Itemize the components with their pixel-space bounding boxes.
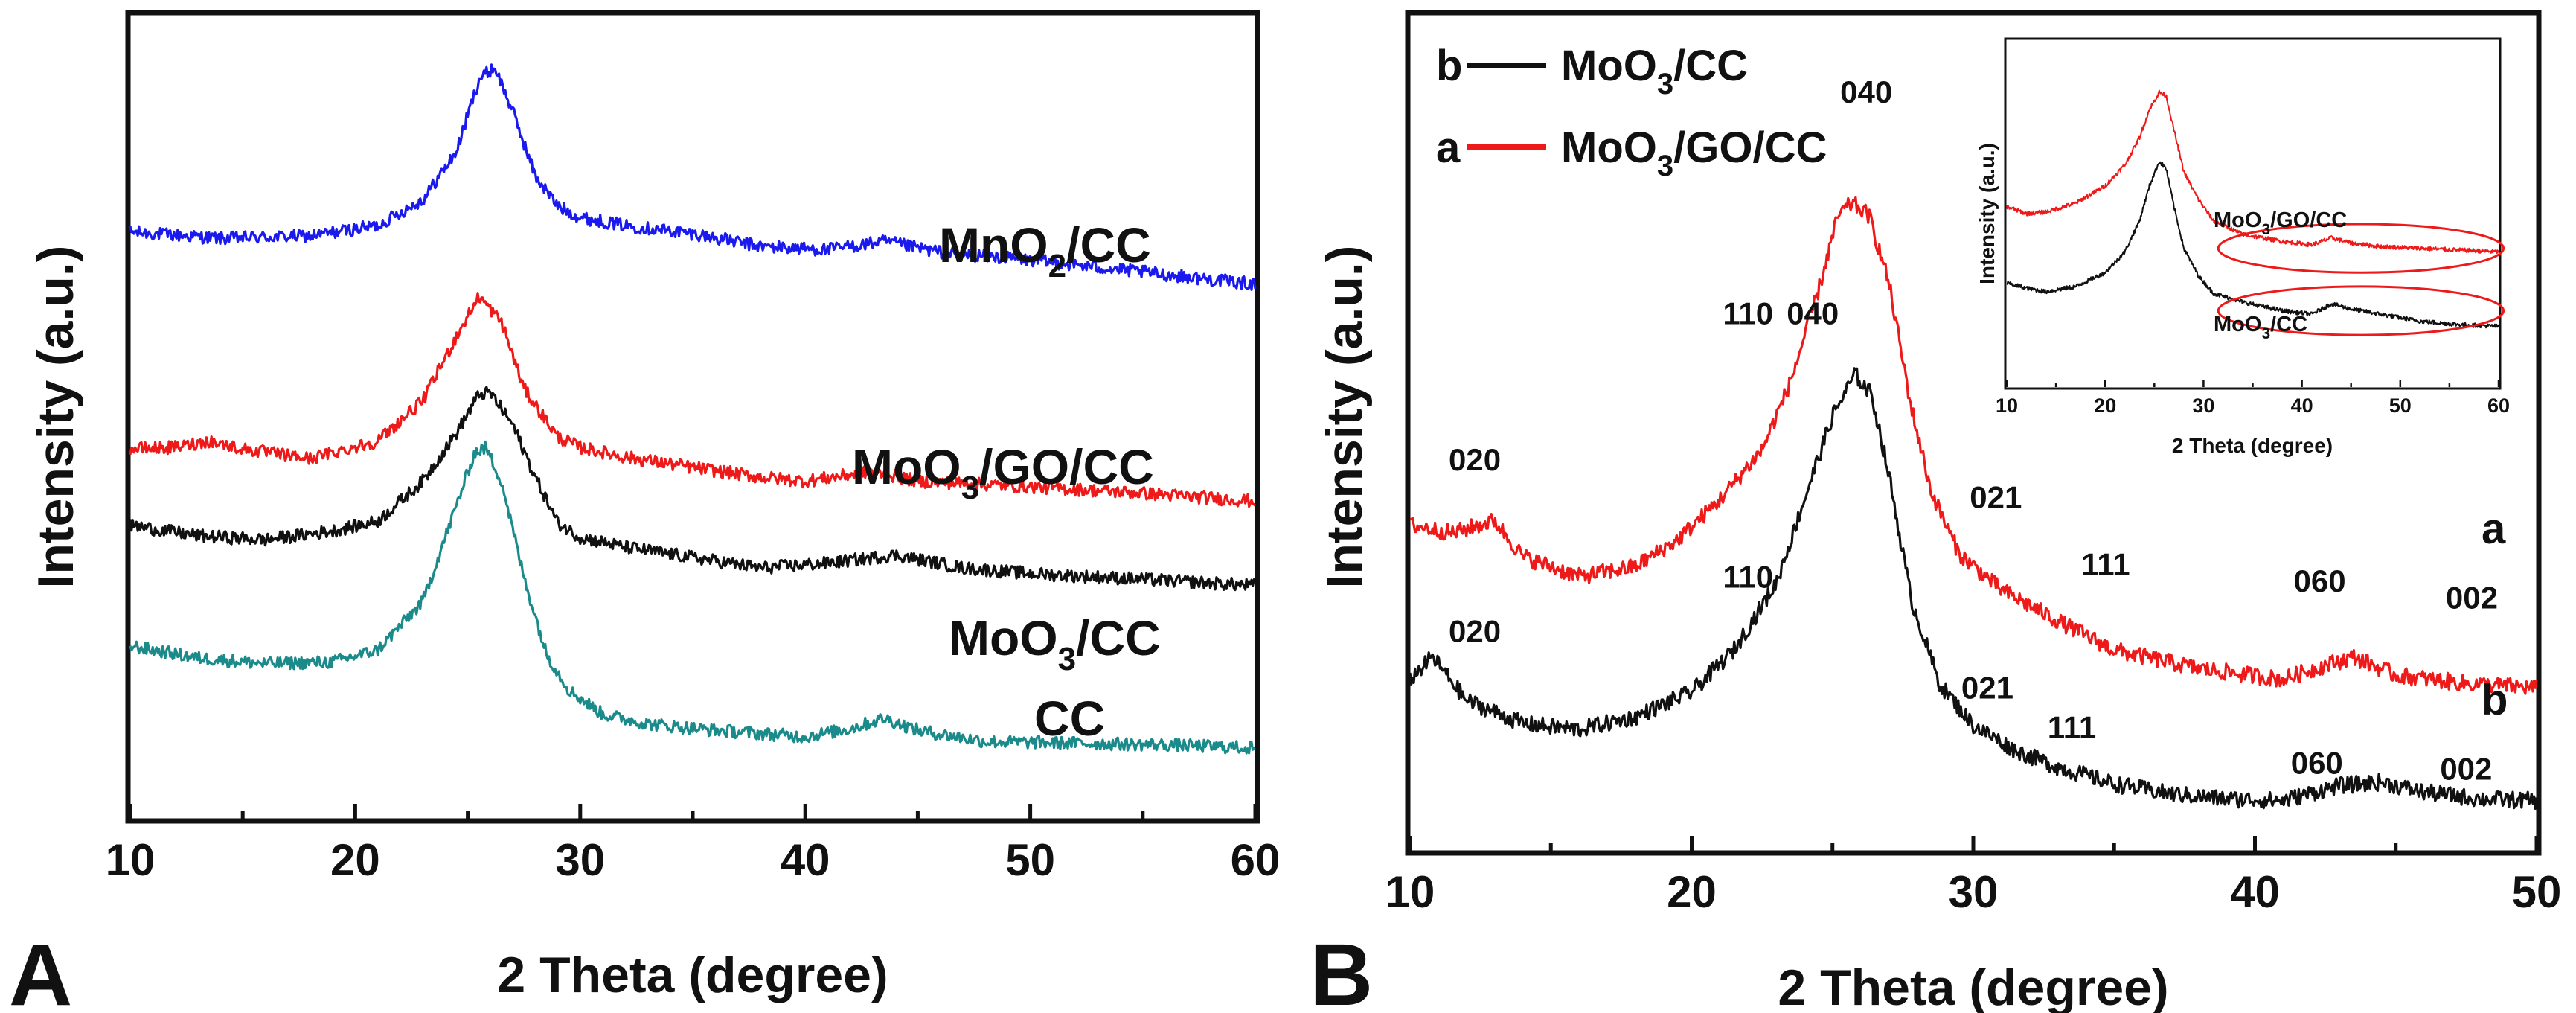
panel-b-y-axis-title: Intensity (a.u.) — [1316, 246, 1373, 589]
inset-plot: 10 20 30 40 50 60 Intensity (a.u.) 2 Theta (d… — [1976, 37, 2510, 457]
series-label-mno2-cc-main: MnO — [939, 217, 1048, 272]
inset-x-ticks: 10 20 30 40 50 60 — [1996, 380, 2510, 417]
panel-b-series-moo3-go-cc — [1409, 196, 2538, 695]
series-label-moo3-cc-main: MoO — [949, 610, 1058, 665]
panel-a-x-axis-title: 2 Theta (degree) — [497, 947, 888, 1003]
legend-label-moo3-cc-main: MoO — [1561, 42, 1657, 90]
series-label-moo3-cc: MoO3/CC — [949, 610, 1161, 677]
panel-b-series — [1409, 196, 2538, 811]
series-label-moo3-cc-sub: 3 — [1058, 641, 1076, 677]
legend-prefix-b: b — [1436, 42, 1462, 90]
peak-label-a-002: 002 — [2446, 580, 2498, 615]
legend-label-moo3-go-cc: MoO3/GO/CC — [1561, 124, 1827, 182]
panel-a: 10 20 30 40 50 60 Intensity (a.u.) 2 Theta (d… — [9, 10, 1281, 1013]
inset-label-moo3-go-cc-sub: 3 — [2261, 221, 2270, 238]
inset-x-tick-label-30: 30 — [2192, 394, 2214, 417]
panel-b-plot-frame — [1405, 10, 2542, 856]
inset-x-axis-title: 2 Theta (degree) — [2172, 434, 2333, 457]
series-label-cc: CC — [1034, 691, 1105, 746]
peak-label-a-021: 021 — [1970, 480, 2022, 515]
panel-a-y-axis-title: Intensity (a.u.) — [28, 246, 84, 589]
inset-x-tick-label-20: 20 — [2094, 394, 2116, 417]
series-label-moo3-cc-tail: /CC — [1076, 610, 1161, 665]
panel-a-series-moo3-go-cc — [129, 292, 1257, 508]
inset-frame — [2004, 37, 2502, 390]
legend-prefix-a: a — [1436, 124, 1461, 172]
inset-label-moo3-cc-main: MoO — [2214, 313, 2261, 336]
inset-label-moo3-go-cc: MoO3/GO/CC — [2214, 208, 2347, 238]
inset-x-tick-label-50: 50 — [2389, 394, 2412, 417]
peak-label-a-110: 110 — [1723, 296, 1773, 331]
series-label-mno2-cc-tail: /CC — [1066, 217, 1151, 272]
inset-highlight-ellipse-2 — [2217, 285, 2505, 336]
inset-label-moo3-cc-tail: /CC — [2270, 313, 2307, 336]
series-label-mno2-cc: MnO2/CC — [939, 217, 1151, 284]
inset-label-moo3-go-cc-tail: /GO/CC — [2270, 208, 2347, 232]
panel-a-plot-frame — [125, 10, 1260, 824]
panel-a-x-tick-label-40: 40 — [781, 835, 830, 885]
inset-highlight-ellipse-1 — [2217, 223, 2505, 274]
inset-series-moo3-go-cc — [2006, 89, 2499, 255]
panel-a-series-cc — [129, 440, 1256, 755]
inset-x-tick-label-40: 40 — [2291, 394, 2313, 417]
panel-a-x-tick-label-60: 60 — [1231, 835, 1281, 885]
panel-a-series — [129, 63, 1257, 755]
legend-label-moo3-cc-tail: /CC — [1673, 42, 1748, 90]
legend-label-moo3-go-cc-tail: /GO/CC — [1673, 124, 1827, 172]
panel-b-x-axis-title: 2 Theta (degree) — [1778, 959, 2168, 1013]
legend-label-moo3-cc: MoO3/CC — [1561, 42, 1748, 100]
inset-ellipses — [2217, 223, 2505, 336]
peak-label-a-020: 020 — [1449, 442, 1501, 477]
peak-label-b-110: 110 — [1723, 559, 1773, 594]
inset-label-moo3-cc: MoO3/CC — [2214, 313, 2307, 342]
panel-b-series-moo3-cc — [1409, 367, 2538, 811]
peak-label-b-021: 021 — [1961, 671, 2013, 706]
peak-label-b-040: 040 — [1787, 296, 1839, 331]
peak-label-b-002: 002 — [2440, 752, 2492, 787]
curve-letter-b: b — [2482, 676, 2508, 724]
panel-a-letter: A — [9, 926, 72, 1013]
inset-x-tick-label-60: 60 — [2487, 394, 2510, 417]
series-label-moo3-go-cc-tail: /GO/CC — [979, 439, 1154, 494]
panel-a-x-tick-label-50: 50 — [1005, 835, 1055, 885]
inset-label-moo3-go-cc-main: MoO — [2214, 208, 2261, 232]
legend-label-moo3-cc-sub: 3 — [1657, 68, 1673, 100]
peak-label-b-020: 020 — [1449, 613, 1501, 648]
peak-label-b-111: 111 — [2048, 709, 2096, 744]
inset-label-moo3-cc-sub: 3 — [2261, 325, 2270, 342]
panel-a-x-tick-label-30: 30 — [555, 835, 605, 885]
series-label-moo3-go-cc: MoO3/GO/CC — [852, 439, 1154, 506]
peak-label-a-040: 040 — [1840, 74, 1892, 109]
panel-b-peak-labels: 020 110 040 021 111 060 002 020 110 040 021 111 060 0… — [1449, 74, 2498, 787]
panel-b-x-tick-label-20: 20 — [1667, 867, 1717, 917]
series-label-mno2-cc-sub: 2 — [1048, 248, 1066, 284]
inset-y-axis-title: Intensity (a.u.) — [1976, 143, 1999, 284]
panel-b-x-tick-label-30: 30 — [1949, 867, 1999, 917]
peak-label-a-111: 111 — [2081, 546, 2130, 581]
panel-a-series-mno2-cc — [129, 63, 1257, 291]
inset-x-tick-label-10: 10 — [1996, 394, 2018, 417]
peak-label-b-060: 060 — [2291, 746, 2343, 781]
panel-a-x-tick-label-10: 10 — [106, 835, 156, 885]
series-label-moo3-go-cc-main: MoO — [852, 439, 961, 494]
panel-a-x-ticks: 10 20 30 40 50 60 — [106, 804, 1281, 885]
peak-label-a-060: 060 — [2294, 563, 2346, 598]
panel-b: 10 20 30 40 50 020 110 040 021 111 060 002 020 110 04… — [1310, 10, 2562, 1013]
panel-a-series-moo3-cc — [129, 386, 1257, 592]
legend-label-moo3-go-cc-main: MoO — [1561, 124, 1657, 172]
panel-a-x-tick-label-20: 20 — [330, 835, 380, 885]
curve-letter-a: a — [2482, 505, 2506, 553]
panel-b-x-tick-label-10: 10 — [1385, 867, 1435, 917]
panel-b-letter: B — [1310, 926, 1373, 1013]
series-label-moo3-go-cc-sub: 3 — [961, 470, 979, 506]
panel-b-x-ticks: 10 20 30 40 50 — [1385, 836, 2562, 917]
panel-b-x-tick-label-40: 40 — [2230, 867, 2280, 917]
legend-label-moo3-go-cc-sub: 3 — [1657, 150, 1673, 182]
panel-b-legend: b MoO3/CC a MoO3/GO/CC — [1436, 42, 1827, 182]
inset-series-moo3-cc — [2006, 161, 2499, 329]
panel-b-x-tick-label-50: 50 — [2512, 867, 2562, 917]
inset-series — [2006, 89, 2499, 329]
